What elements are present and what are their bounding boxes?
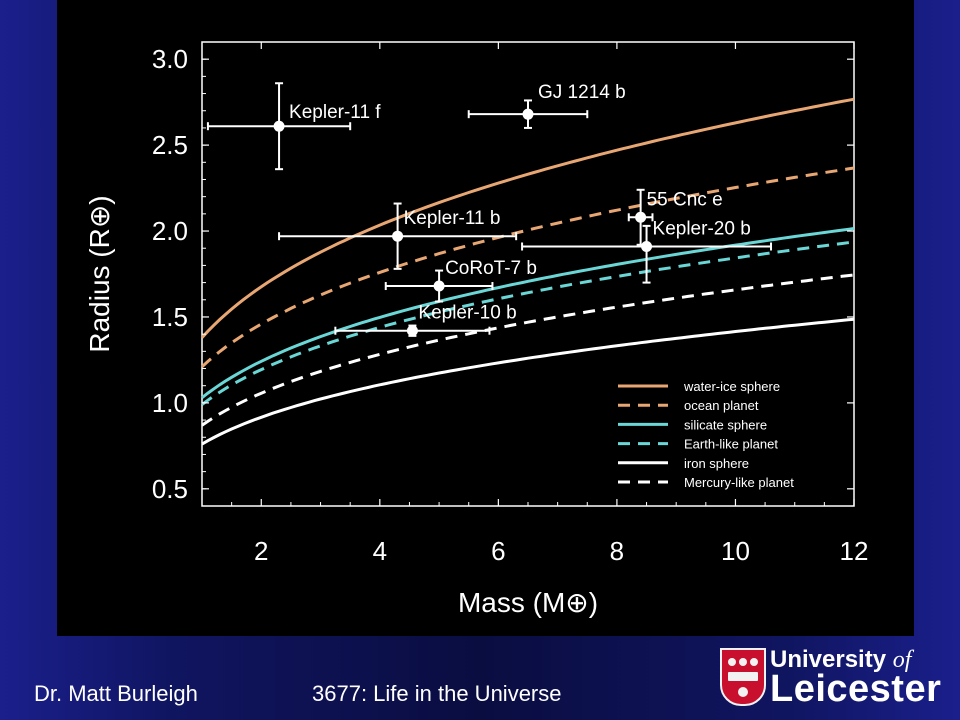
data-point xyxy=(641,241,653,253)
planet-corot-7-b: CoRoT-7 b xyxy=(384,258,537,303)
x-tick-label: 10 xyxy=(721,536,750,566)
crest-icon xyxy=(720,648,766,706)
curve-mercury-like-planet xyxy=(201,273,855,427)
legend-label: ocean planet xyxy=(684,398,759,413)
curve-ocean-planet xyxy=(200,166,855,368)
y-tick-label: 2.5 xyxy=(152,130,188,160)
curve-silicate-sphere xyxy=(201,227,855,399)
curve-earth-like-planet xyxy=(201,240,855,406)
legend-label: water-ice sphere xyxy=(683,379,780,394)
y-tick-label: 0.5 xyxy=(152,474,188,504)
planet-kepler-10-b: Kepler-10 b xyxy=(334,303,517,337)
logo-wordmark-leicester: Leicester xyxy=(770,668,942,710)
logo-wordmark-university: University of xyxy=(770,646,912,673)
university-logo: University of Leicester xyxy=(718,644,948,712)
planet-55-cnc-e: 55 Cnc e xyxy=(627,188,723,246)
planet-kepler-11-b: Kepler-11 b xyxy=(278,202,518,270)
planet-points: Kepler-11 f GJ 1214 b Kepler-11 b 55 Cnc e K… xyxy=(206,82,773,337)
x-tick-label: 12 xyxy=(840,536,869,566)
data-point xyxy=(635,211,647,223)
mass-radius-chart: Kepler-11 f GJ 1214 b Kepler-11 b 55 Cnc e K… xyxy=(84,41,868,618)
y-tick-label: 2.0 xyxy=(152,216,188,246)
data-point xyxy=(392,230,404,242)
planet-label: GJ 1214 b xyxy=(538,82,626,103)
x-tick-label: 6 xyxy=(491,536,505,566)
legend-label: iron sphere xyxy=(684,456,749,471)
planet-label: Kepler-20 b xyxy=(653,219,751,240)
planet-label: CoRoT-7 b xyxy=(445,258,537,279)
planet-label: 55 Cnc e xyxy=(647,189,723,210)
y-tick-label: 1.5 xyxy=(152,302,188,332)
data-point xyxy=(433,280,445,292)
data-point xyxy=(522,108,534,120)
data-point xyxy=(406,325,418,337)
legend-label: silicate sphere xyxy=(684,417,767,432)
footer-author: Dr. Matt Burleigh xyxy=(34,681,198,706)
footer-course: 3677: Life in the Universe xyxy=(312,681,562,706)
legend: water-ice sphere ocean planet silicate sph… xyxy=(618,379,794,490)
y-tick-label: 1.0 xyxy=(152,388,188,418)
planet-kepler-20-b: Kepler-20 b xyxy=(521,219,773,284)
data-point xyxy=(273,120,285,132)
x-axis-title: Mass (M⊕) xyxy=(458,587,598,618)
y-tick-label: 3.0 xyxy=(152,44,188,74)
curve-water-ice-sphere xyxy=(200,97,855,339)
planet-label: Kepler-10 b xyxy=(418,303,516,324)
x-tick-label: 2 xyxy=(254,536,268,566)
curve-iron-sphere xyxy=(201,317,855,446)
axes: 2 4 6 8 10 12 0.5 1.0 1.5 2.0 2.5 3.0 Mass (M⊕) Radiu… xyxy=(84,42,868,618)
y-axis-title: Radius (R⊕) xyxy=(84,195,115,352)
chart-panel xyxy=(57,0,914,636)
legend-label: Mercury-like planet xyxy=(684,475,794,490)
x-tick-label: 8 xyxy=(610,536,624,566)
planet-gj-1214-b: GJ 1214 b xyxy=(467,82,626,129)
model-curves xyxy=(200,97,855,446)
planet-label: Kepler-11 b xyxy=(404,208,501,229)
x-tick-label: 4 xyxy=(373,536,387,566)
planet-label: Kepler-11 f xyxy=(289,102,381,123)
planet-kepler-11-f: Kepler-11 f xyxy=(206,82,381,171)
legend-label: Earth-like planet xyxy=(684,437,778,452)
